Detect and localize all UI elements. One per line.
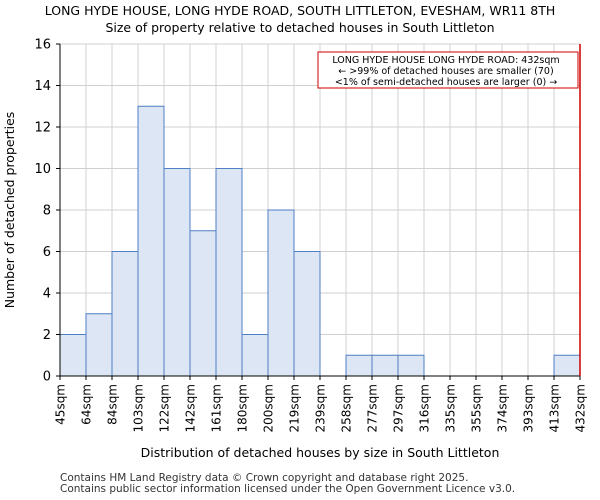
bar [59,334,87,377]
bar [215,168,243,377]
x-tick-label: 64sqm [80,384,94,425]
y-tick-label: 4 [43,287,51,302]
y-tick-label: 2 [43,328,51,343]
annotation-box [317,51,579,89]
bar [345,354,373,377]
bar [241,334,269,377]
x-tick-label: 374sqm [496,384,510,432]
footer-line-2: Contains public sector information licen… [60,483,516,495]
y-tick-label: 0 [43,370,51,385]
x-tick-label: 297sqm [392,384,406,432]
y-tick-label: 14 [34,79,51,94]
x-tick-label: 142sqm [184,384,198,432]
y-axis-label: Number of detached properties [2,112,17,309]
chart-subtitle: Size of property relative to detached ho… [105,20,495,35]
footer: Contains HM Land Registry data © Crown c… [60,473,515,495]
x-tick-label: 84sqm [106,384,120,425]
bar [189,230,217,377]
bar [267,209,295,377]
x-tick-label: 393sqm [522,384,536,432]
chart-title-block: LONG HYDE HOUSE, LONG HYDE ROAD, SOUTH L… [0,2,600,36]
x-tick-label: 277sqm [366,384,380,432]
bar [553,354,581,377]
x-tick-label: 122sqm [158,384,172,432]
y-tick-label: 8 [43,204,51,219]
y-tick-label: 12 [34,121,51,136]
bar [163,168,191,377]
bar [111,251,139,377]
y-tick-label: 6 [43,245,51,260]
x-tick-label: 161sqm [210,384,224,432]
bar [137,105,165,377]
chart-title: LONG HYDE HOUSE, LONG HYDE ROAD, SOUTH L… [44,3,556,18]
x-tick-label: 432sqm [574,384,588,432]
bar [85,313,113,377]
annotation-line: <1% of semi-detached houses are larger (… [335,77,557,88]
x-tick-label: 316sqm [418,384,432,432]
annotation-line: ← >99% of detached houses are smaller (7… [338,66,553,77]
bar [397,354,425,377]
footer-line-1: Contains HM Land Registry data © Crown c… [60,472,469,484]
x-tick-label: 200sqm [262,384,276,432]
x-tick-label: 103sqm [132,384,146,432]
x-axis-label: Distribution of detached houses by size … [141,445,500,460]
bar [371,354,399,377]
x-tick-label: 45sqm [54,384,68,425]
y-tick-label: 16 [34,38,51,53]
x-tick-label: 335sqm [444,384,458,432]
bar [293,251,321,377]
annotation-line: LONG HYDE HOUSE LONG HYDE ROAD: 432sqm [332,55,559,66]
y-tick-label: 10 [34,162,51,177]
x-tick-label: 180sqm [236,384,250,432]
x-tick-label: 355sqm [470,384,484,432]
x-tick-label: 258sqm [340,384,354,432]
x-tick-label: 219sqm [288,384,302,432]
x-tick-label: 413sqm [548,384,562,432]
x-tick-label: 239sqm [314,384,328,432]
